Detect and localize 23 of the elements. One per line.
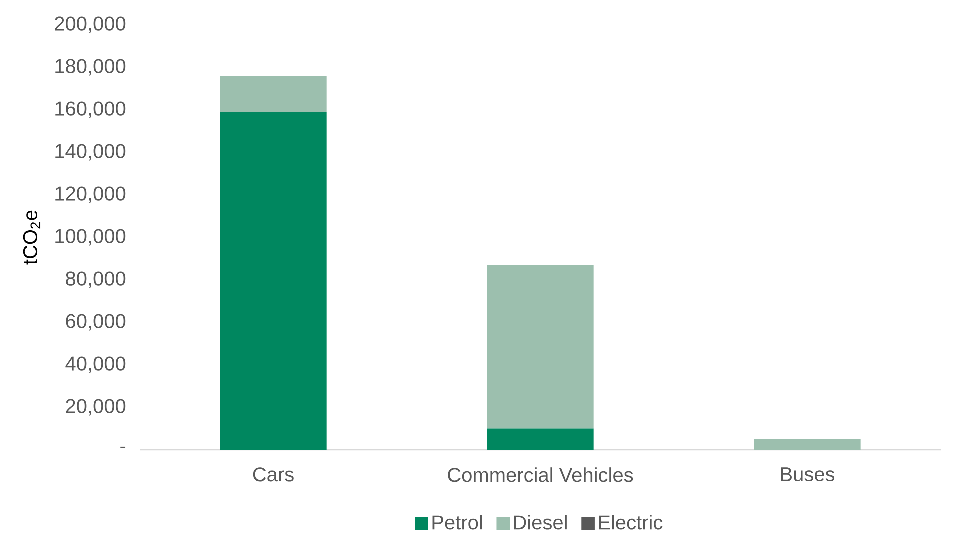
- bar: [220, 76, 327, 112]
- legend-label: Electric: [599, 515, 663, 530]
- y-tick-label: 100,000: [56, 229, 126, 246]
- y-tick-label: 40,000: [66, 356, 126, 374]
- y-tick-label: 140,000: [56, 144, 126, 161]
- y-tick-label: 80,000: [66, 272, 126, 288]
- bar: [487, 265, 594, 429]
- x-tick-label: Buses: [781, 468, 835, 482]
- y-tick-label: 180,000: [56, 59, 126, 76]
- y-tick-label: -: [120, 446, 126, 448]
- bar: [754, 439, 861, 450]
- y-tick-label: 160,000: [56, 102, 126, 118]
- x-tick-label: Commercial Vehicles: [448, 468, 634, 482]
- y-tick-label: 20,000: [66, 399, 126, 416]
- bar: [220, 112, 327, 450]
- bar: [487, 428, 594, 450]
- legend-label: Petrol: [432, 515, 482, 530]
- y-axis-title: tCO$_{2}$e: [23, 210, 41, 265]
- y-tick-label: 200,000: [55, 16, 126, 34]
- y-tick-label: 60,000: [66, 314, 126, 331]
- y-tick-label: 120,000: [56, 186, 126, 204]
- legend-label: Diesel: [514, 515, 567, 530]
- x-tick-label: Cars: [253, 468, 294, 482]
